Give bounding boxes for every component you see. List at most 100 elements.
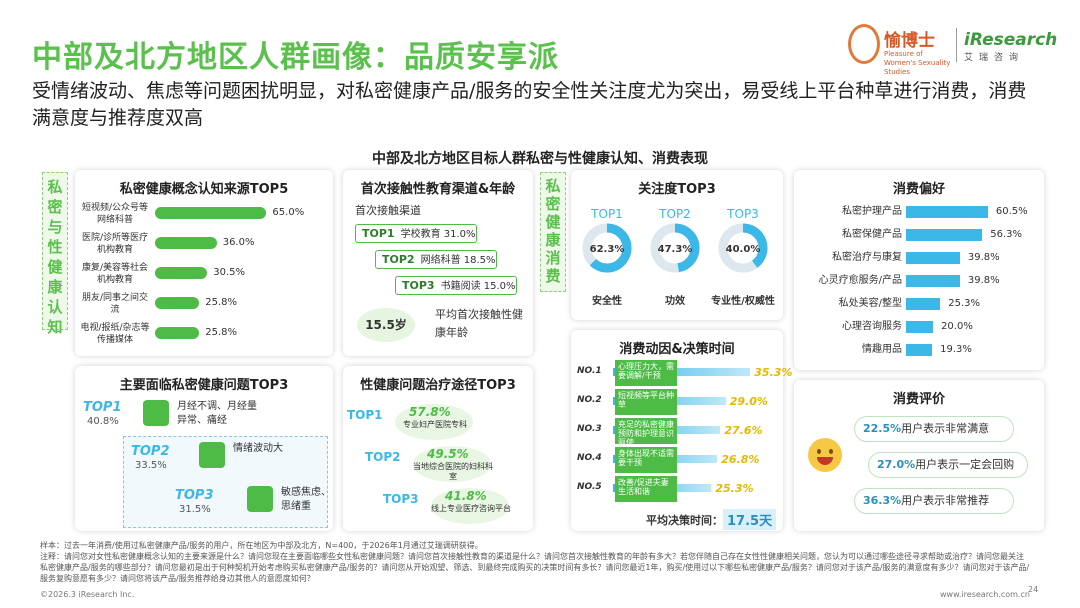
donut-arc — [582, 223, 632, 273]
side-label-consumption: 私密健康消费 — [540, 172, 566, 292]
channel-name: 网络科普 — [420, 255, 464, 266]
preference-bar — [906, 229, 983, 241]
treatment-value: 57.8% — [409, 405, 451, 419]
channel-pill: TOP1 学校教育 31.0% — [355, 224, 477, 243]
avg-decision-value: 17.5天 — [723, 509, 777, 530]
preference-bar — [906, 344, 933, 356]
page-number: 24 — [1028, 585, 1039, 594]
donut-label: 安全性 — [592, 294, 622, 307]
age-label: 平均首次接触性健康年龄 — [435, 308, 523, 339]
motive-rank: NO.3 — [577, 424, 602, 434]
source-value: 25.8% — [205, 327, 237, 338]
treatment-name: 当地综合医院的妇科科室 — [413, 462, 493, 481]
logo-name: 愉博士 — [884, 31, 935, 51]
problem-icon — [143, 400, 169, 426]
problem-value: 31.5% — [179, 504, 211, 515]
copyright: ©2026.3 iResearch Inc. — [40, 590, 135, 599]
motive-value: 25.3% — [715, 482, 754, 495]
channel-value: 15.0% — [483, 281, 516, 292]
attention-rank: TOP1 — [590, 207, 623, 221]
evaluation-value: 22.5% — [863, 422, 902, 435]
side-label-consumption-text: 私密健康消费 — [545, 177, 561, 285]
channel-rank: TOP2 — [382, 253, 415, 266]
channel-rank: TOP3 — [402, 279, 435, 292]
source-bar — [155, 297, 200, 309]
source-value: 25.8% — [205, 297, 237, 308]
evaluation-row: 27.0%用户表示一定会回购 — [868, 452, 1028, 478]
donut-arc — [718, 223, 768, 273]
evaluation-row: 22.5%用户表示非常满意 — [854, 416, 1014, 442]
age-bubble: 15.5岁 — [357, 308, 415, 342]
preference-category: 私密治疗与康复 — [832, 252, 902, 263]
preference-category: 心灵疗愈服务/产品 — [818, 275, 902, 286]
preference-bar — [906, 206, 988, 218]
preference-category: 私密保健产品 — [842, 229, 902, 240]
donut-label: 专业性/权威性 — [711, 294, 775, 307]
sample-note: 样本：过去一年消费/使用过私密健康产品/服务的用户，所在地区为中部及北方，N=4… — [40, 541, 483, 550]
treatment-value: 49.5% — [427, 447, 469, 461]
problem-value: 40.8% — [87, 416, 119, 427]
evaluation-row: 36.3%用户表示非常推荐 — [854, 488, 1014, 514]
motive-name: 心理压力大，需要调解/干预 — [615, 360, 677, 386]
preference-bar — [906, 298, 941, 310]
channel-pill: TOP2 网络科普 18.5% — [375, 250, 497, 269]
source-value: 30.5% — [213, 267, 246, 278]
problem-rank: TOP3 — [175, 488, 214, 503]
channel-name: 书籍阅读 — [440, 281, 484, 292]
donut-value: 47.3% — [658, 244, 693, 255]
motive-name: 身体出现不适需要干预 — [615, 447, 677, 473]
logo-divider — [956, 28, 957, 62]
attention-rank: TOP2 — [658, 207, 691, 221]
side-label-cognition: 私密与性健康认知 — [42, 172, 68, 336]
iresearch-name: iResearch — [964, 30, 1058, 50]
preference-category: 心理咨询服务 — [842, 321, 902, 332]
treatment-rank: TOP2 — [365, 450, 401, 464]
treatment-rank: TOP1 — [347, 408, 383, 422]
problem-value: 33.5% — [135, 460, 167, 471]
panel-motive: 消费动因&决策时间 NO.1 心理压力大，需要调解/干预 35.3% NO.2 短视频等… — [571, 330, 792, 531]
panel-motive-title: 消费动因&决策时间 — [619, 342, 735, 357]
source-bar — [155, 237, 217, 249]
evaluation-value: 36.3% — [863, 494, 902, 507]
problem-icon — [247, 486, 273, 512]
panel-problems: 主要面临私密健康问题TOP3 TOP1 40.8% 月经不调、月经量异常、痛经 TOP… — [75, 366, 333, 531]
preference-value: 19.3% — [940, 344, 972, 355]
preference-bar — [906, 252, 960, 264]
preference-value: 20.0% — [941, 321, 973, 332]
channel-value: 31.0% — [443, 229, 476, 240]
problem-name: 敏感焦虑、思绪重 — [281, 487, 331, 512]
problem-rank: TOP1 — [83, 400, 122, 415]
panel-problems-title: 主要面临私密健康问题TOP3 — [119, 378, 289, 393]
motive-rank: NO.2 — [577, 395, 602, 405]
evaluation-value: 27.0% — [877, 458, 916, 471]
panel-preference: 消费偏好 私密护理产品 60.5% 私密保健产品 56.3% 私密治疗与康复 39.8% 心… — [794, 170, 1044, 370]
preference-value: 60.5% — [995, 206, 1028, 217]
source-category: 朋友/同事之间交流 — [81, 293, 149, 315]
source-category: 医院/诊所等医疗机构教育 — [81, 233, 149, 255]
treatment-bubble — [431, 488, 509, 524]
panel-attention-title: 关注度TOP3 — [638, 182, 716, 197]
treatment-name: 专业妇产医院专科 — [403, 420, 467, 429]
channel-pill: TOP3 书籍阅读 15.0% — [395, 276, 517, 295]
treatment-bubble — [413, 446, 491, 482]
question-note: 注释：请问您对女性私密健康概念认知的主要来源是什么？请问您现在主要面临哪些女性私… — [40, 552, 1030, 583]
channel-rank: TOP1 — [362, 227, 395, 240]
chart-title: 中部及北方地区目标人群私密与性健康认知、消费表现 — [372, 151, 708, 167]
motive-name: 改善/促进夫妻生活和谐 — [615, 476, 677, 502]
panel-treatment: 性健康问题治疗途径TOP3 TOP1 57.8% 专业妇产医院专科 TOP2 49.5%… — [343, 366, 533, 531]
channel-name: 学校教育 — [400, 229, 444, 240]
motive-value: 29.0% — [729, 395, 768, 408]
preference-category: 私密护理产品 — [842, 206, 902, 217]
smiley-icon — [808, 438, 842, 472]
attention-rank: TOP3 — [726, 207, 759, 221]
problem-name: 月经不调、月经量异常、痛经 — [177, 401, 257, 426]
panel-source: 私密健康概念认知来源TOP5 短视频/公众号等网络科普 65.0% 医院/诊所等医疗… — [75, 170, 333, 356]
motive-bar — [613, 368, 751, 376]
treatment-value: 41.8% — [445, 489, 487, 503]
motive-value: 35.3% — [754, 366, 793, 379]
problem-rank: TOP2 — [131, 444, 170, 459]
motive-value: 27.6% — [724, 424, 763, 437]
preference-bar — [906, 275, 960, 287]
channel-value: 18.5% — [463, 255, 496, 266]
donut-value: 40.0% — [726, 244, 761, 255]
